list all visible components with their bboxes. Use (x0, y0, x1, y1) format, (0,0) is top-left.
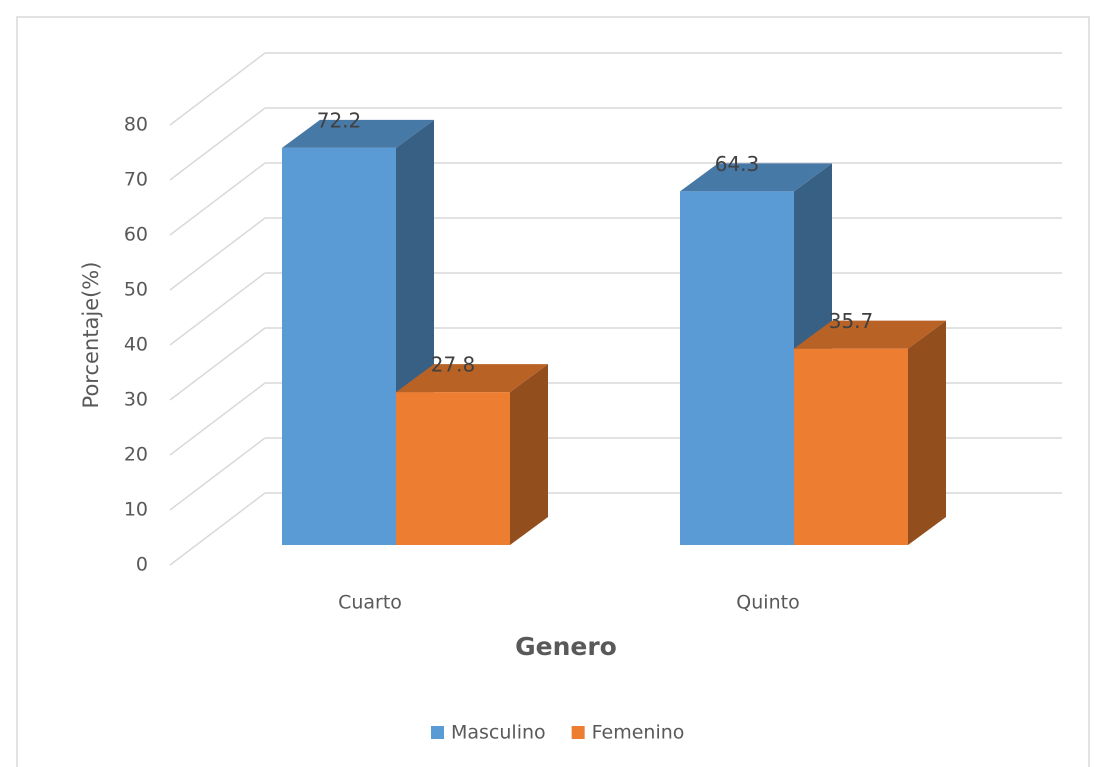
y-tick-label: 80 (124, 114, 148, 136)
data-label: 64.3 (715, 152, 760, 176)
bar-side (510, 364, 548, 545)
bar (396, 392, 510, 545)
x-tick-label: Quinto (736, 592, 799, 614)
legend-swatch (431, 726, 444, 739)
y-tick-label: 70 (124, 169, 148, 191)
bar-top (282, 119, 434, 148)
legend-label: Femenino (592, 722, 685, 744)
x-axis-title: Genero (515, 632, 617, 661)
bar-top (680, 163, 832, 192)
data-label: 27.8 (431, 353, 476, 377)
side-grid-line (169, 52, 266, 126)
y-tick-label: 30 (124, 389, 148, 411)
legend-swatch (571, 726, 585, 739)
data-label: 35.7 (829, 309, 874, 333)
side-grid-line (169, 492, 266, 566)
y-tick-label: 20 (124, 444, 148, 466)
side-grid-line (169, 272, 266, 346)
bar-top (396, 364, 548, 393)
bar (794, 348, 908, 545)
y-tick-label: 0 (136, 554, 148, 576)
x-tick-label: Cuarto (338, 592, 402, 614)
y-tick-label: 50 (124, 279, 148, 301)
side-grid-line (169, 327, 266, 401)
data-label: 72.2 (317, 108, 362, 132)
side-grid-line (169, 107, 266, 181)
side-grid-line (169, 217, 266, 291)
bar (282, 147, 396, 545)
y-axis-title: Porcentaje(%) (79, 262, 103, 409)
y-tick-label: 40 (124, 334, 148, 356)
side-grid-line (169, 437, 266, 511)
bar-side (908, 320, 946, 545)
bar (680, 191, 794, 545)
legend-label: Masculino (451, 722, 546, 744)
y-tick-label: 10 (124, 499, 148, 521)
side-grid-line (169, 382, 266, 456)
y-tick-label: 60 (124, 224, 148, 246)
side-grid-line (169, 162, 266, 236)
bar-top (794, 320, 946, 349)
